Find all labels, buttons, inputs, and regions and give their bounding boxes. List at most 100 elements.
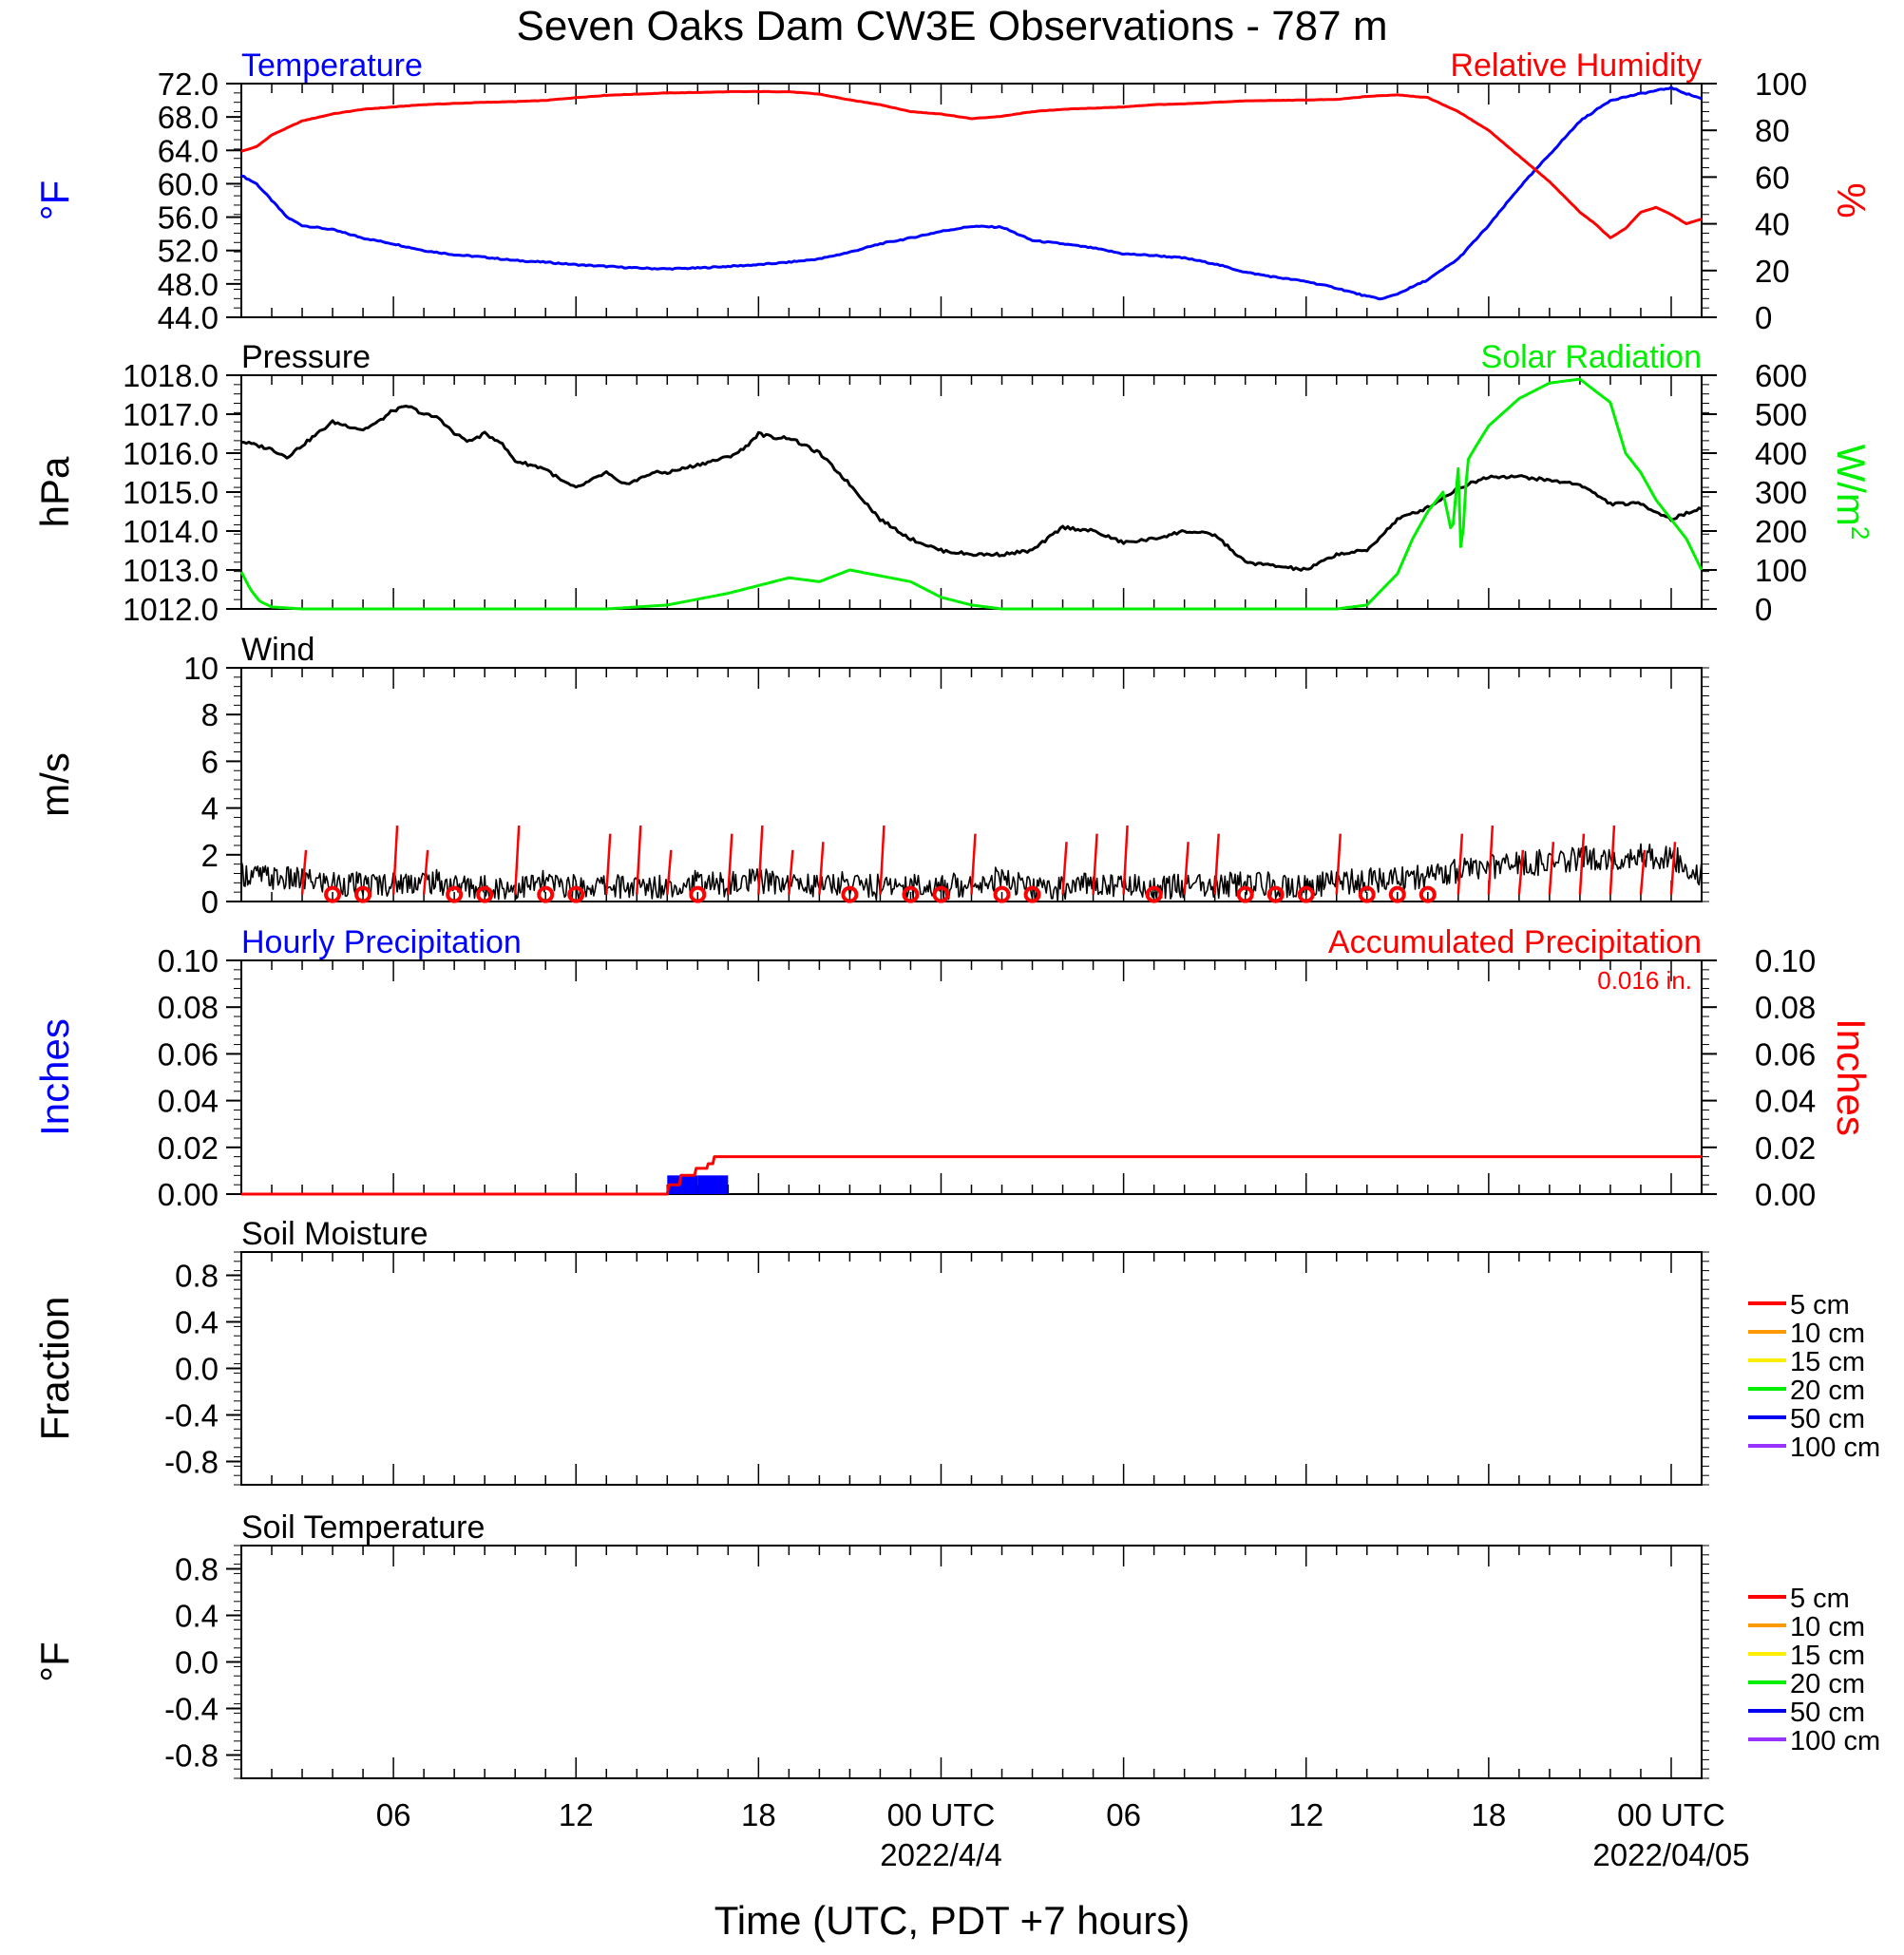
wind-calm-marker bbox=[354, 885, 372, 903]
wind-barb bbox=[666, 849, 673, 895]
y-tick-label-left: 2 bbox=[201, 838, 219, 873]
plot-frame bbox=[240, 1251, 1703, 1486]
y-axis-label-left: Inches bbox=[32, 1018, 77, 1136]
y-tick-label-right: 0 bbox=[1755, 300, 1772, 335]
wind-barb bbox=[1487, 825, 1495, 895]
wind-barb bbox=[1335, 833, 1342, 895]
panel-wind: 10 8 6 4 2 0 Wind m/s bbox=[32, 632, 1709, 920]
panels: 72.068.064.060.056.052.048.044.010080604… bbox=[32, 47, 1880, 1872]
y-tick-label-left: 0.8 bbox=[175, 1552, 219, 1587]
legend-label: 10 cm bbox=[1790, 1319, 1865, 1349]
x-axis-label: Time (UTC, PDT +7 hours) bbox=[714, 1898, 1190, 1943]
y-tick-label-right: 200 bbox=[1755, 514, 1807, 549]
accumulated-total-label: 0.016 in. bbox=[1597, 966, 1692, 995]
wind-barb bbox=[1548, 842, 1555, 895]
y-tick-label-right: 500 bbox=[1755, 397, 1807, 432]
wind-barb bbox=[1457, 833, 1464, 895]
wind-calm-marker bbox=[446, 885, 464, 903]
wind-barb bbox=[422, 849, 429, 895]
y-tick-label-left: 72.0 bbox=[158, 66, 219, 102]
x-tick-label: 00 UTC bbox=[887, 1797, 996, 1832]
legend-label: 5 cm bbox=[1790, 1584, 1850, 1614]
panel-title-right: Accumulated Precipitation bbox=[1328, 924, 1702, 960]
y-axis-label-left: hPa bbox=[32, 456, 77, 527]
wind-barb bbox=[1213, 833, 1220, 895]
wind-barb bbox=[1639, 849, 1647, 895]
y-tick-label-left: 0.06 bbox=[158, 1036, 219, 1072]
y-tick-label-left: 0.10 bbox=[158, 943, 219, 978]
y-tick-label-left: 1013.0 bbox=[123, 553, 219, 588]
panel-title-left: Soil Temperature bbox=[241, 1509, 485, 1546]
series-line-pressure bbox=[240, 405, 1703, 572]
hourly-precip-bar bbox=[697, 1175, 729, 1194]
x-date-label: 2022/04/05 bbox=[1592, 1837, 1749, 1872]
y-tick-label-right: 100 bbox=[1755, 553, 1807, 588]
x-tick-label: 12 bbox=[559, 1797, 594, 1832]
series-line-accumulated-precipitation bbox=[241, 1155, 1702, 1196]
wind-calm-marker bbox=[1358, 885, 1376, 903]
y-tick-label-left: 10 bbox=[183, 651, 219, 686]
y-tick-label-right: 0 bbox=[1755, 592, 1772, 627]
wind-barb bbox=[727, 833, 733, 895]
legend-label: 100 cm bbox=[1790, 1433, 1880, 1463]
y-tick-label-left: 1018.0 bbox=[123, 358, 219, 393]
y-tick-label-right: 80 bbox=[1755, 113, 1790, 148]
y-tick-label-left: 68.0 bbox=[158, 100, 219, 135]
series-line-temperature bbox=[240, 85, 1703, 301]
y-axis-label-left: Fraction bbox=[32, 1297, 77, 1441]
hourly-precip-bar bbox=[667, 1175, 698, 1194]
wind-calm-marker bbox=[932, 885, 950, 903]
legend-label: 50 cm bbox=[1790, 1404, 1865, 1434]
wind-barb bbox=[636, 825, 642, 895]
x-tick-label: 18 bbox=[1471, 1797, 1506, 1832]
y-axis-label-left: m/s bbox=[32, 752, 77, 817]
y-tick-label-right: 60 bbox=[1755, 160, 1790, 195]
y-tick-label-right: 0.06 bbox=[1755, 1036, 1816, 1072]
y-tick-label-left: 8 bbox=[201, 697, 219, 732]
wind-calm-marker bbox=[537, 885, 555, 903]
y-tick-label-left: 0.08 bbox=[158, 990, 219, 1025]
y-tick-label-right: 0.10 bbox=[1755, 943, 1816, 978]
wind-calm-marker bbox=[689, 885, 707, 903]
panel-title-left: Temperature bbox=[241, 47, 423, 84]
wind-barb bbox=[1061, 842, 1068, 895]
wind-barb bbox=[879, 825, 885, 895]
y-tick-label-left: 1015.0 bbox=[123, 475, 219, 510]
panel-title-left: Wind bbox=[241, 632, 314, 668]
y-tick-label-left: 1012.0 bbox=[123, 592, 219, 627]
plot-frame bbox=[240, 959, 1703, 1195]
y-tick-label-right: 400 bbox=[1755, 436, 1807, 471]
plot-frame bbox=[240, 374, 1703, 610]
series-line-solar-radiation bbox=[239, 377, 1704, 611]
y-tick-label-right: 0.00 bbox=[1755, 1177, 1816, 1212]
plot-frame bbox=[240, 1545, 1703, 1779]
wind-barb bbox=[513, 825, 521, 895]
y-tick-label-left: 0.4 bbox=[175, 1599, 219, 1634]
x-tick-label: 18 bbox=[741, 1797, 776, 1832]
y-tick-label-left: 4 bbox=[201, 791, 219, 826]
legend-label: 10 cm bbox=[1790, 1612, 1865, 1642]
legend-label: 20 cm bbox=[1790, 1669, 1865, 1699]
wind-calm-marker bbox=[1145, 885, 1163, 903]
y-tick-label-left: 0 bbox=[201, 884, 219, 920]
wind-barb bbox=[1092, 833, 1098, 895]
y-tick-label-left: -0.4 bbox=[164, 1692, 219, 1727]
y-tick-label-left: 1017.0 bbox=[123, 397, 219, 432]
y-tick-label-left: 0.4 bbox=[175, 1305, 219, 1340]
wind-calm-marker bbox=[1297, 885, 1315, 903]
panel-title-right: Relative Humidity bbox=[1450, 47, 1702, 84]
x-tick-label: 00 UTC bbox=[1617, 1797, 1725, 1832]
wind-calm-marker bbox=[902, 885, 920, 903]
wind-barb bbox=[757, 825, 764, 895]
panel-soil-moisture: 0.8 0.4 0.0 -0.4 -0.8 Soil Moisture Fraction 5 … bbox=[32, 1216, 1880, 1486]
wind-barb bbox=[300, 849, 308, 895]
x-date-label: 2022/4/4 bbox=[880, 1837, 1001, 1872]
y-tick-label-left: -0.4 bbox=[164, 1398, 219, 1433]
figure-title: Seven Oaks Dam CW3E Observations - 787 m bbox=[517, 3, 1388, 49]
y-tick-label-left: 0.0 bbox=[175, 1352, 219, 1387]
wind-calm-marker bbox=[476, 885, 494, 903]
legend-label: 50 cm bbox=[1790, 1698, 1865, 1728]
